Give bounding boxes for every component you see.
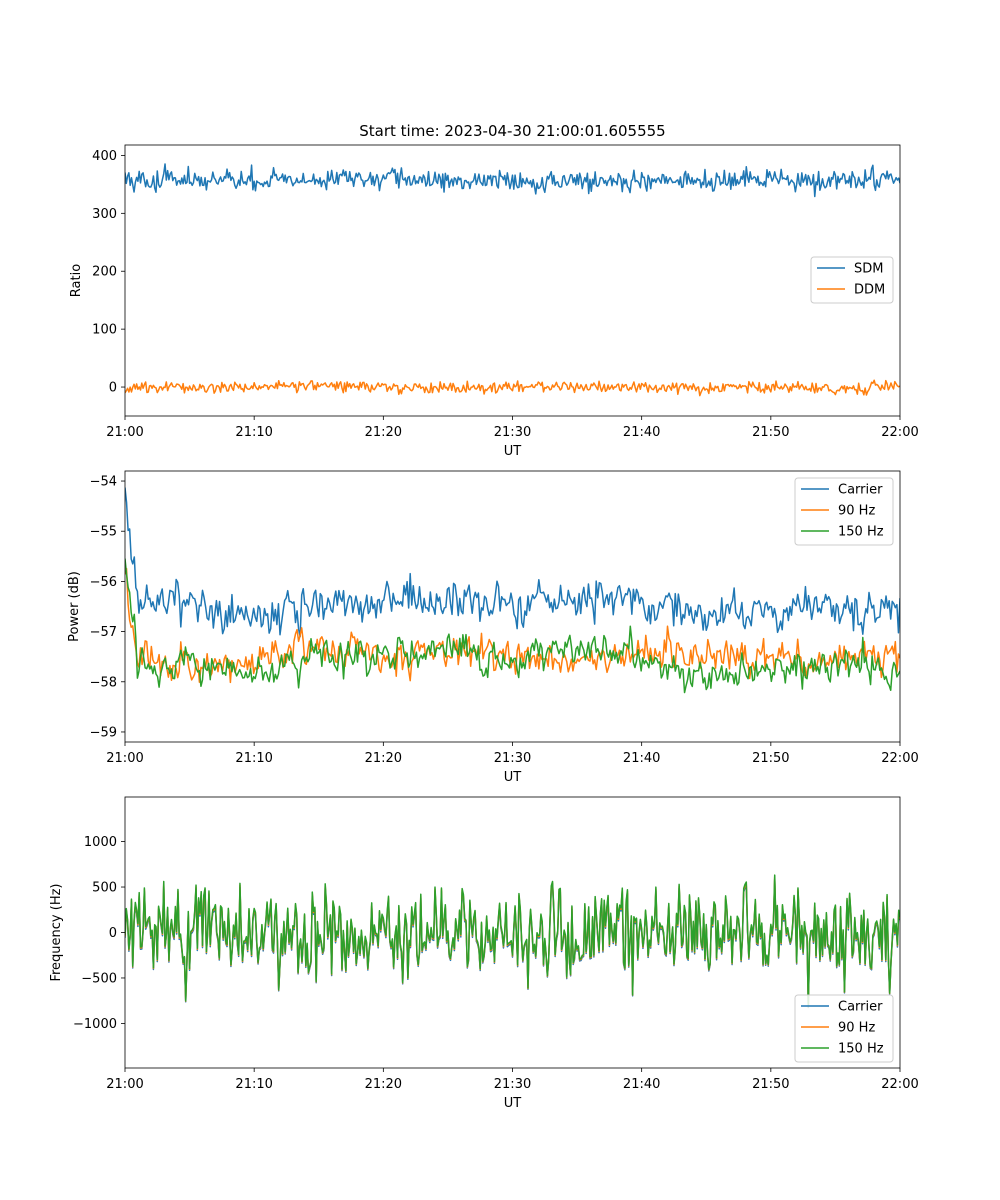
- legend-label: Carrier: [838, 1000, 883, 1015]
- x-tick-label: 21:20: [365, 425, 402, 440]
- legend-label: Carrier: [838, 483, 883, 498]
- y-axis-label: Power (dB): [67, 571, 82, 642]
- legend-label: 150 Hz: [838, 1042, 884, 1057]
- legend: Carrier 90 Hz 150 Hz: [794, 994, 894, 1063]
- y-tick-label: 1000: [84, 835, 117, 850]
- x-tick-label: 22:00: [881, 425, 918, 440]
- x-tick-label: 21:50: [752, 425, 789, 440]
- series-line-ddm: [125, 379, 900, 397]
- x-axis-label: UT: [504, 1096, 522, 1111]
- series-line-carrier: [125, 487, 900, 638]
- x-tick-label: 21:30: [494, 425, 531, 440]
- y-tick-label: −54: [90, 475, 117, 490]
- legend-label: DDM: [854, 283, 885, 298]
- chart-panel-3: 21:00 21:10 21:20 21:30 21:40 21:50 22:00 UT −10…: [49, 796, 919, 1111]
- y-tick-label: 300: [92, 207, 117, 222]
- legend-box: [794, 477, 894, 546]
- legend-label: 150 Hz: [838, 525, 884, 540]
- y-tick-label: −58: [90, 675, 117, 690]
- x-tick-label: 21:40: [623, 751, 660, 766]
- series-line-150-hz: [125, 874, 900, 1008]
- legend: SDM DDM: [810, 256, 894, 304]
- series-line-sdm: [125, 163, 900, 198]
- y-tick-label: 0: [109, 926, 117, 941]
- y-tick-label: −55: [90, 525, 117, 540]
- x-tick-label: 21:50: [752, 1077, 789, 1092]
- x-tick-label: 21:10: [235, 751, 272, 766]
- x-tick-label: 21:40: [623, 425, 660, 440]
- legend: Carrier 90 Hz 150 Hz: [794, 477, 894, 546]
- x-tick-label: 21:30: [494, 1077, 531, 1092]
- legend-box: [794, 994, 894, 1063]
- x-tick-label: 21:00: [106, 1077, 143, 1092]
- y-tick-label: −59: [90, 725, 117, 740]
- legend-label: SDM: [854, 262, 883, 277]
- x-tick-label: 22:00: [881, 751, 918, 766]
- x-tick-label: 21:10: [235, 425, 272, 440]
- series-line-150-hz: [125, 558, 900, 694]
- y-tick-label: 200: [92, 265, 117, 280]
- y-tick-label: 100: [92, 323, 117, 338]
- figure-title: Start time: 2023-04-30 21:00:01.605555: [359, 122, 665, 140]
- legend-label: 90 Hz: [838, 1021, 875, 1036]
- y-tick-label: −500: [81, 971, 117, 986]
- y-tick-label: 0: [109, 381, 117, 396]
- x-tick-label: 21:30: [494, 751, 531, 766]
- x-tick-label: 21:00: [106, 751, 143, 766]
- legend-label: 90 Hz: [838, 504, 875, 519]
- x-tick-label: 21:10: [235, 1077, 272, 1092]
- charts: 21:00 21:10 21:20 21:30 21:40 21:50 22:00 UT 0 10…: [49, 144, 919, 1111]
- chart-panel-2: 21:00 21:10 21:20 21:30 21:40 21:50 22:00 UT −54…: [67, 470, 919, 785]
- series-group: [125, 487, 900, 694]
- y-tick-label: 500: [92, 881, 117, 896]
- series-group: [125, 874, 900, 1009]
- x-tick-label: 21:00: [106, 425, 143, 440]
- x-axis-label: UT: [504, 444, 522, 459]
- x-tick-label: 21:50: [752, 751, 789, 766]
- x-axis-label: UT: [504, 770, 522, 785]
- y-axis-label: Frequency (Hz): [49, 883, 64, 981]
- x-tick-label: 21:40: [623, 1077, 660, 1092]
- series-group: [125, 163, 900, 397]
- y-tick-label: 400: [92, 149, 117, 164]
- x-tick-label: 21:20: [365, 751, 402, 766]
- y-tick-label: −1000: [73, 1017, 117, 1032]
- y-tick-label: −56: [90, 575, 117, 590]
- x-tick-label: 21:20: [365, 1077, 402, 1092]
- x-tick-label: 22:00: [881, 1077, 918, 1092]
- y-tick-label: −57: [90, 625, 117, 640]
- chart-panel-1: 21:00 21:10 21:20 21:30 21:40 21:50 22:00 UT 0 10…: [69, 144, 919, 459]
- y-axis-label: Ratio: [69, 264, 84, 297]
